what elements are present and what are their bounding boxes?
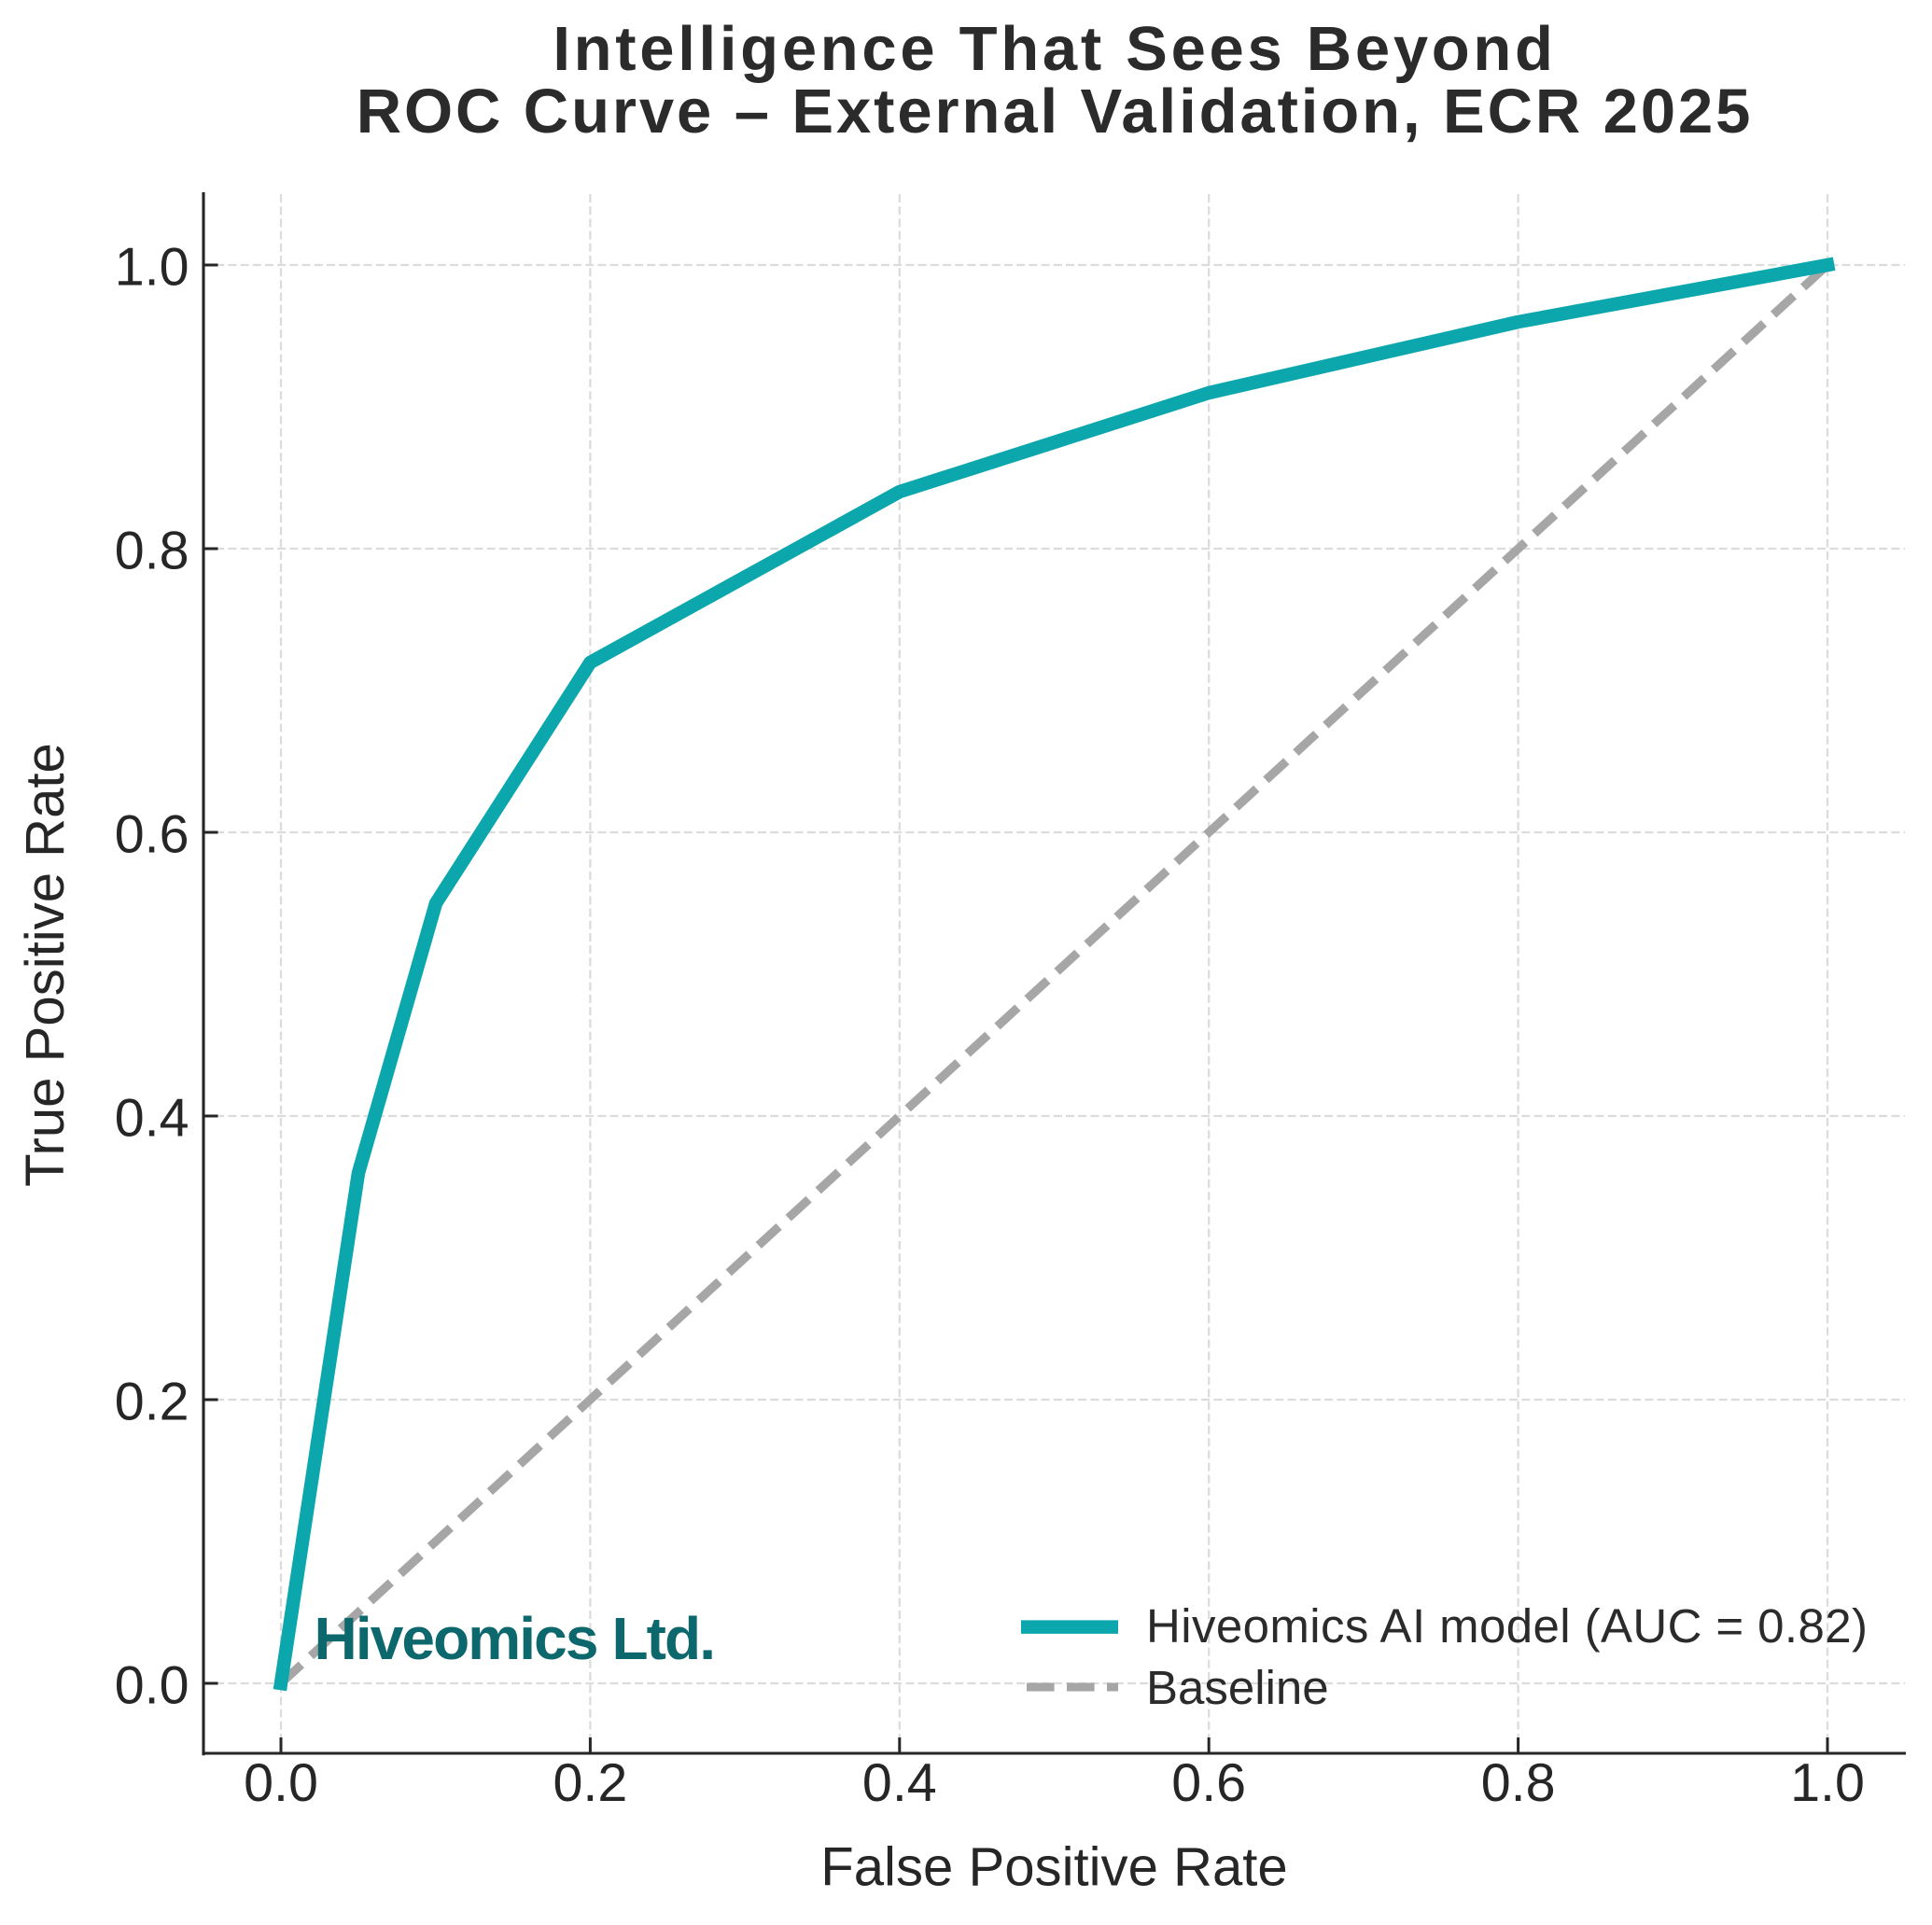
- svg-text:0.0: 0.0: [244, 1753, 318, 1813]
- svg-text:True Positive Rate: True Positive Rate: [15, 743, 76, 1187]
- svg-text:0.0: 0.0: [115, 1656, 189, 1716]
- svg-text:Baseline: Baseline: [1146, 1661, 1329, 1714]
- svg-text:0.4: 0.4: [115, 1089, 189, 1149]
- svg-text:0.4: 0.4: [862, 1753, 937, 1813]
- svg-text:Intelligence That Sees Beyond: Intelligence That Sees Beyond: [553, 14, 1556, 84]
- svg-text:ROC Curve – External Validatio: ROC Curve – External Validation, ECR 202…: [357, 77, 1754, 146]
- svg-text:False Positive Rate: False Positive Rate: [820, 1837, 1287, 1898]
- svg-text:0.6: 0.6: [115, 805, 189, 865]
- svg-text:1.0: 1.0: [115, 238, 189, 298]
- svg-text:0.6: 0.6: [1171, 1753, 1246, 1813]
- svg-text:0.2: 0.2: [553, 1753, 628, 1813]
- svg-text:Hiveomics AI model (AUC = 0.82: Hiveomics AI model (AUC = 0.82): [1146, 1599, 1868, 1653]
- svg-text:0.8: 0.8: [1481, 1753, 1556, 1813]
- svg-text:1.0: 1.0: [1790, 1753, 1865, 1813]
- svg-text:Hiveomics Ltd.: Hiveomics Ltd.: [315, 1605, 715, 1672]
- svg-text:0.8: 0.8: [115, 522, 189, 581]
- svg-text:0.2: 0.2: [115, 1373, 189, 1432]
